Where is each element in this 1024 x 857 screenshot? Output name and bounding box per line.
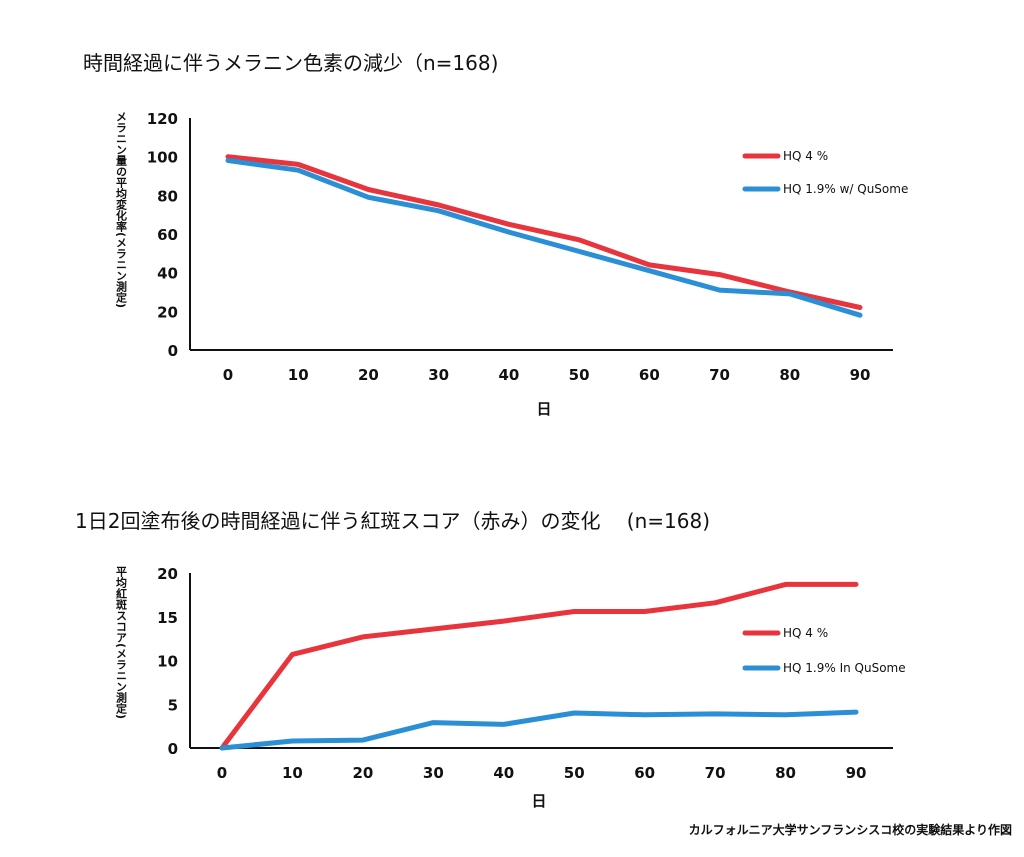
x-tick-label: 30 bbox=[428, 366, 449, 384]
y-tick-label: 5 bbox=[168, 696, 178, 714]
x-tick-label: 50 bbox=[564, 764, 585, 782]
chart-title: 1日2回塗布後の時間経過に伴う紅斑スコア（赤み）の変化 (n=168) bbox=[75, 509, 710, 533]
series-line-1 bbox=[219, 581, 859, 751]
y-axis-label: メラニン量の平均変化率(メラニン測定) bbox=[115, 111, 128, 308]
legend-label: HQ 4 % bbox=[783, 626, 828, 640]
chart-2: 1日2回塗布後の時間経過に伴う紅斑スコア（赤み）の変化 (n=168) 0 5 10 1… bbox=[75, 509, 906, 810]
y-tick-label: 80 bbox=[157, 187, 178, 205]
series-line-2 bbox=[225, 158, 863, 318]
x-tick-label: 40 bbox=[498, 366, 519, 384]
x-tick-label: 70 bbox=[705, 764, 726, 782]
y-tick-label: 120 bbox=[147, 110, 178, 128]
x-tick-label: 70 bbox=[709, 366, 730, 384]
y-tick-label: 60 bbox=[157, 226, 178, 244]
x-axis-label: 日 bbox=[536, 400, 551, 418]
source-note: カルフォルニア大学サンフランシスコ校の実験結果より作図 bbox=[689, 822, 1012, 837]
x-tick-label: 80 bbox=[775, 764, 796, 782]
x-tick-label: 80 bbox=[779, 366, 800, 384]
x-tick-label: 60 bbox=[639, 366, 660, 384]
chart-1: 時間経過に伴うメラニン色素の減少（n=168) 0 20 40 60 80 100 120 0 1… bbox=[83, 51, 908, 418]
y-tick-label: 20 bbox=[157, 565, 178, 583]
x-tick-label: 10 bbox=[282, 764, 303, 782]
legend-label: HQ 1.9% w/ QuSome bbox=[783, 182, 908, 196]
x-tick-label: 90 bbox=[846, 764, 867, 782]
x-tick-label: 0 bbox=[217, 764, 227, 782]
x-axis-label: 日 bbox=[531, 792, 546, 810]
y-tick-label: 15 bbox=[157, 609, 178, 627]
x-tick-label: 60 bbox=[634, 764, 655, 782]
y-tick-label: 20 bbox=[157, 303, 178, 321]
legend-label: HQ 4 % bbox=[783, 149, 828, 163]
x-tick-label: 10 bbox=[288, 366, 309, 384]
series-line-2 bbox=[219, 709, 859, 751]
y-tick-label: 100 bbox=[147, 149, 178, 167]
x-tick-label: 20 bbox=[352, 764, 373, 782]
x-tick-label: 30 bbox=[423, 764, 444, 782]
y-tick-label: 10 bbox=[157, 653, 178, 671]
x-tick-label: 40 bbox=[493, 764, 514, 782]
series-line-1 bbox=[225, 154, 863, 310]
x-tick-label: 0 bbox=[223, 366, 233, 384]
y-tick-label: 0 bbox=[168, 740, 178, 758]
x-tick-label: 90 bbox=[850, 366, 871, 384]
y-tick-label: 0 bbox=[168, 342, 178, 360]
chart-title: 時間経過に伴うメラニン色素の減少（n=168) bbox=[83, 51, 498, 75]
legend-label: HQ 1.9% In QuSome bbox=[783, 661, 906, 675]
y-axis-label: 平均紅斑スコア(メラニン測定) bbox=[115, 566, 128, 719]
x-tick-label: 50 bbox=[569, 366, 590, 384]
y-tick-label: 40 bbox=[157, 265, 178, 283]
x-tick-label: 20 bbox=[358, 366, 379, 384]
